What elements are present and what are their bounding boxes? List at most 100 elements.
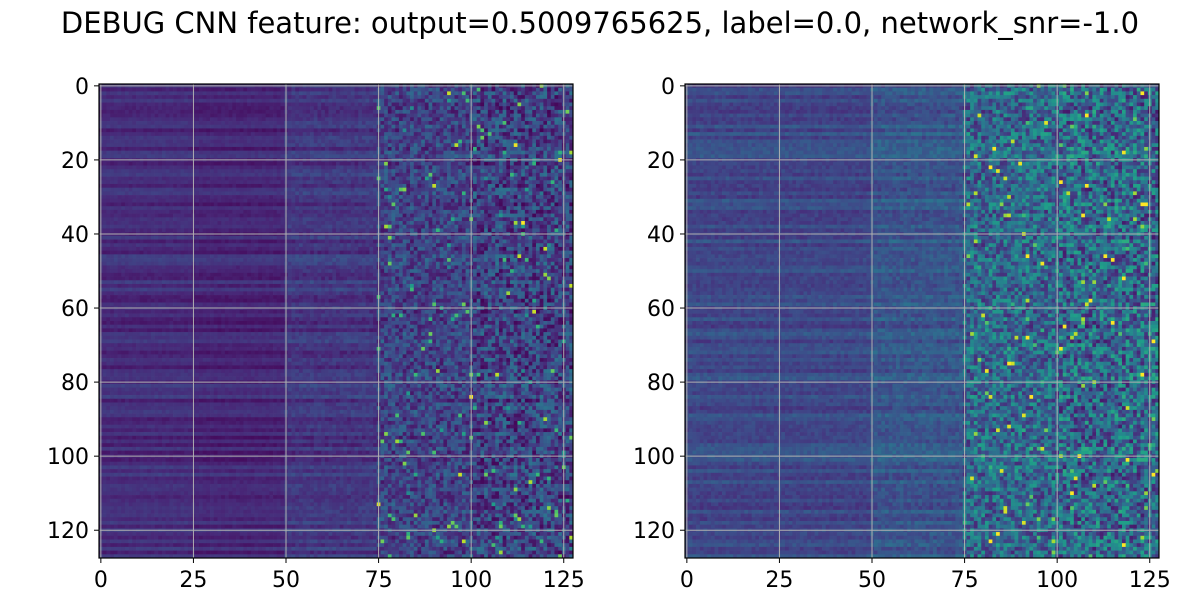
heatmap-cell — [543, 117, 547, 121]
heatmap-cells — [99, 84, 573, 558]
heatmap-cell — [414, 106, 418, 110]
heatmap-cell — [380, 106, 384, 110]
heatmap-cell — [332, 121, 336, 125]
heatmap-cell — [540, 88, 544, 92]
heatmap-cell — [480, 95, 484, 99]
heatmap-cell — [380, 114, 384, 118]
heatmap-cell — [540, 91, 544, 95]
heatmap-cell — [106, 91, 110, 95]
heatmap-cell — [214, 110, 218, 114]
heatmap-cell — [455, 99, 459, 103]
heatmap-cell — [199, 99, 203, 103]
heatmap-cell — [429, 99, 433, 103]
heatmap-cell — [340, 114, 344, 118]
heatmap-cell — [317, 99, 321, 103]
heatmap-cell — [266, 91, 270, 95]
heatmap-cell — [547, 88, 551, 92]
heatmap-cell — [236, 121, 240, 125]
heatmap-cell — [506, 114, 510, 118]
heatmap-cell — [132, 88, 136, 92]
heatmap-cell — [310, 106, 314, 110]
heatmap-cell — [366, 99, 370, 103]
heatmap-cell — [536, 117, 540, 121]
heatmap-cell — [325, 106, 329, 110]
heatmap-cell — [399, 114, 403, 118]
heatmap-cell — [317, 114, 321, 118]
heatmap-cell — [551, 91, 555, 95]
heatmap-cell — [295, 88, 299, 92]
heatmap-cell — [399, 99, 403, 103]
heatmap-cell — [447, 95, 451, 99]
heatmap-cell — [362, 110, 366, 114]
heatmap-cell — [218, 103, 222, 107]
heatmap-cell — [340, 110, 344, 114]
heatmap-cell — [292, 117, 296, 121]
heatmap-cell — [266, 121, 270, 125]
heatmap-cell — [425, 88, 429, 92]
heatmap-cell — [288, 99, 292, 103]
heatmap-cell — [540, 106, 544, 110]
heatmap-cell — [243, 106, 247, 110]
heatmap-cell — [558, 106, 562, 110]
heatmap-cell — [343, 117, 347, 121]
heatmap-cell — [362, 106, 366, 110]
heatmap-cell — [329, 117, 333, 121]
heatmap-cell — [343, 103, 347, 107]
heatmap-cell — [214, 103, 218, 107]
heatmap-cell — [451, 110, 455, 114]
heatmap-cell — [169, 114, 173, 118]
heatmap-cell — [414, 117, 418, 121]
heatmap-cell — [303, 91, 307, 95]
heatmap-cell — [466, 114, 470, 118]
heatmap-cell — [432, 99, 436, 103]
heatmap-cell — [325, 91, 329, 95]
heatmap-cell — [410, 103, 414, 107]
heatmap-cell — [103, 103, 107, 107]
heatmap-cell — [177, 103, 181, 107]
heatmap-cell — [295, 95, 299, 99]
heatmap-cell — [314, 106, 318, 110]
heatmap-cell — [388, 88, 392, 92]
heatmap-cell — [558, 110, 562, 114]
heatmap-cell — [155, 103, 159, 107]
heatmap-cell — [521, 117, 525, 121]
heatmap-cell — [292, 88, 296, 92]
heatmap-cell — [299, 91, 303, 95]
heatmap-cell — [325, 103, 329, 107]
heatmap-cell — [503, 95, 507, 99]
heatmap-cell — [218, 110, 222, 114]
heatmap-cell — [551, 114, 555, 118]
heatmap-cell — [558, 91, 562, 95]
heatmap-cell — [351, 114, 355, 118]
heatmap-cell — [221, 106, 225, 110]
heatmap-cell — [473, 99, 477, 103]
heatmap-cell — [255, 88, 259, 92]
heatmap-cell — [551, 103, 555, 107]
heatmap-cell — [347, 110, 351, 114]
heatmap-cell — [206, 91, 210, 95]
heatmap-cell — [280, 114, 284, 118]
heatmap-cell — [488, 106, 492, 110]
heatmap-cell — [417, 99, 421, 103]
heatmap-cell — [477, 99, 481, 103]
heatmap-cell — [180, 110, 184, 114]
heatmap-cell — [277, 99, 281, 103]
heatmap-cell — [121, 121, 125, 125]
heatmap-cell — [292, 121, 296, 125]
heatmap-cell — [177, 88, 181, 92]
heatmap-cell — [129, 88, 133, 92]
heatmap-cell — [247, 106, 251, 110]
heatmap-cell — [262, 117, 266, 121]
heatmap-cell — [114, 91, 118, 95]
heatmap-cell — [355, 103, 359, 107]
heatmap-cell — [536, 114, 540, 118]
heatmap-cell — [429, 114, 433, 118]
heatmap-cell — [255, 99, 259, 103]
heatmap-cell — [295, 99, 299, 103]
heatmap-cell — [384, 95, 388, 99]
heatmap-cell — [514, 106, 518, 110]
heatmap-cell — [218, 88, 222, 92]
heatmap-cell — [121, 110, 125, 114]
heatmap-cell — [136, 117, 140, 121]
heatmap-cell — [292, 106, 296, 110]
